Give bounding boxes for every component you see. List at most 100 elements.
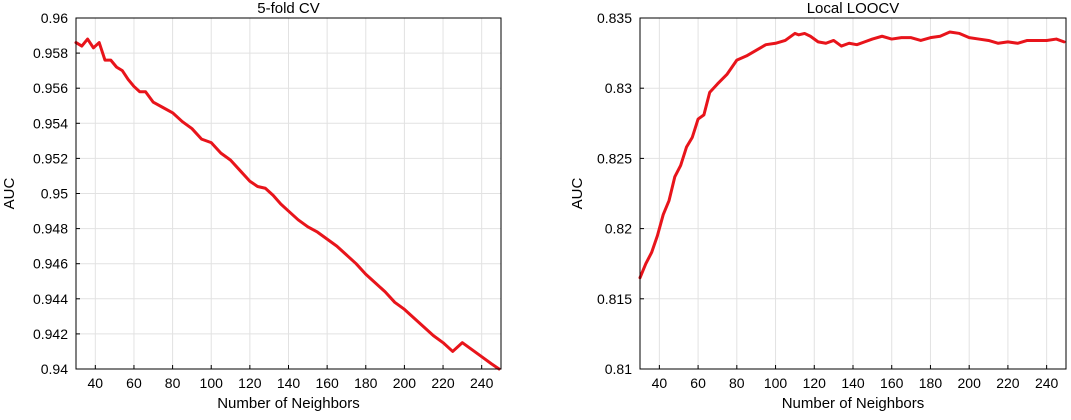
data-point bbox=[345, 254, 348, 256]
x-tick-label: 140 bbox=[841, 375, 865, 391]
data-point bbox=[442, 342, 444, 344]
data-point bbox=[127, 78, 129, 81]
data-point bbox=[171, 112, 174, 114]
data-point bbox=[423, 326, 425, 328]
data-point bbox=[139, 91, 141, 93]
data-point bbox=[662, 213, 664, 216]
data-point bbox=[939, 35, 941, 37]
data-point bbox=[452, 350, 454, 353]
x-tick-label: 240 bbox=[1035, 375, 1059, 391]
chart-panel-2: 40 60 80 100 120 140 160 180 200 220 240 0.81 0.815 0… bbox=[569, 0, 1067, 412]
data-point bbox=[1007, 41, 1009, 43]
data-point bbox=[210, 142, 212, 144]
chart-panel-1: 40 60 80 100 120 140 160 180 200 220 240 0.94 0.942 0… bbox=[1, 0, 502, 412]
data-point bbox=[133, 85, 135, 88]
data-point bbox=[81, 45, 83, 47]
data-point bbox=[871, 38, 873, 40]
data-point bbox=[949, 31, 951, 33]
data-point bbox=[920, 39, 922, 42]
data-point bbox=[774, 42, 777, 44]
x-tick-label: 220 bbox=[996, 375, 1020, 391]
y-tick-label: 0.94 bbox=[41, 361, 68, 377]
data-point bbox=[716, 83, 719, 85]
data-point bbox=[432, 335, 434, 337]
data-point bbox=[272, 194, 274, 196]
data-point bbox=[374, 282, 377, 284]
data-point bbox=[365, 273, 367, 275]
y-tick-label: 0.944 bbox=[33, 291, 68, 307]
data-point bbox=[92, 47, 94, 49]
x-tick-label: 160 bbox=[315, 375, 339, 391]
data-point bbox=[997, 42, 999, 44]
y-tick-label: 0.83 bbox=[605, 80, 632, 96]
data-point bbox=[910, 37, 912, 39]
chart-title: Local LOOCV bbox=[807, 0, 900, 17]
data-point bbox=[668, 199, 670, 202]
y-tick-label: 0.96 bbox=[41, 10, 68, 26]
data-point bbox=[691, 136, 693, 138]
data-point bbox=[736, 59, 738, 61]
x-tick-label: 40 bbox=[88, 375, 104, 391]
data-point bbox=[121, 70, 123, 72]
data-point bbox=[144, 91, 147, 93]
data-point bbox=[817, 41, 819, 43]
data-point bbox=[968, 37, 970, 39]
x-tick-label: 200 bbox=[393, 375, 417, 391]
data-point bbox=[674, 176, 676, 178]
data-point bbox=[856, 44, 858, 46]
data-point bbox=[794, 32, 796, 35]
data-point bbox=[280, 203, 282, 205]
x-axis-label: Number of Neighbors bbox=[217, 395, 360, 412]
x-tick-label: 100 bbox=[764, 375, 788, 391]
data-point bbox=[1026, 39, 1028, 42]
data-point bbox=[104, 59, 106, 61]
data-point bbox=[394, 301, 396, 303]
data-point bbox=[803, 32, 806, 35]
x-tick-label: 40 bbox=[652, 375, 668, 391]
data-point bbox=[809, 35, 812, 37]
data-point bbox=[881, 35, 883, 37]
data-point bbox=[490, 363, 492, 365]
data-point bbox=[461, 342, 463, 344]
data-point bbox=[297, 219, 299, 221]
x-tick-label: 180 bbox=[354, 375, 378, 391]
data-point bbox=[864, 41, 866, 43]
data-point bbox=[825, 42, 827, 44]
data-point bbox=[403, 308, 406, 310]
data-point bbox=[1063, 41, 1065, 43]
data-point bbox=[86, 38, 89, 40]
data-point bbox=[709, 91, 711, 94]
y-tick-label: 0.825 bbox=[597, 150, 632, 166]
data-point bbox=[316, 231, 319, 233]
data-point bbox=[958, 32, 961, 35]
x-tick-label: 180 bbox=[919, 375, 943, 391]
data-point bbox=[697, 118, 699, 120]
x-tick-label: 60 bbox=[126, 375, 142, 391]
y-tick-label: 0.952 bbox=[33, 150, 68, 166]
data-point bbox=[239, 170, 241, 172]
x-tick-label: 60 bbox=[690, 375, 706, 391]
y-axis-label: AUC bbox=[569, 177, 586, 209]
data-point bbox=[229, 159, 232, 161]
data-point bbox=[220, 152, 222, 154]
y-tick-label: 0.946 bbox=[33, 256, 68, 272]
data-point bbox=[98, 41, 100, 44]
data-point bbox=[784, 39, 786, 42]
data-point bbox=[355, 263, 357, 265]
data-point bbox=[1016, 42, 1019, 44]
data-point bbox=[978, 38, 980, 40]
data-point bbox=[336, 245, 338, 247]
data-point bbox=[929, 37, 932, 39]
data-point bbox=[384, 291, 386, 293]
data-point bbox=[256, 185, 259, 188]
chart-title: 5-fold CV bbox=[257, 0, 320, 17]
data-point bbox=[840, 45, 842, 47]
data-point bbox=[651, 251, 653, 254]
data-point bbox=[115, 66, 118, 68]
y-tick-label: 0.948 bbox=[33, 221, 68, 237]
x-tick-label: 120 bbox=[238, 375, 262, 391]
data-point bbox=[481, 356, 483, 358]
data-point bbox=[680, 164, 682, 167]
